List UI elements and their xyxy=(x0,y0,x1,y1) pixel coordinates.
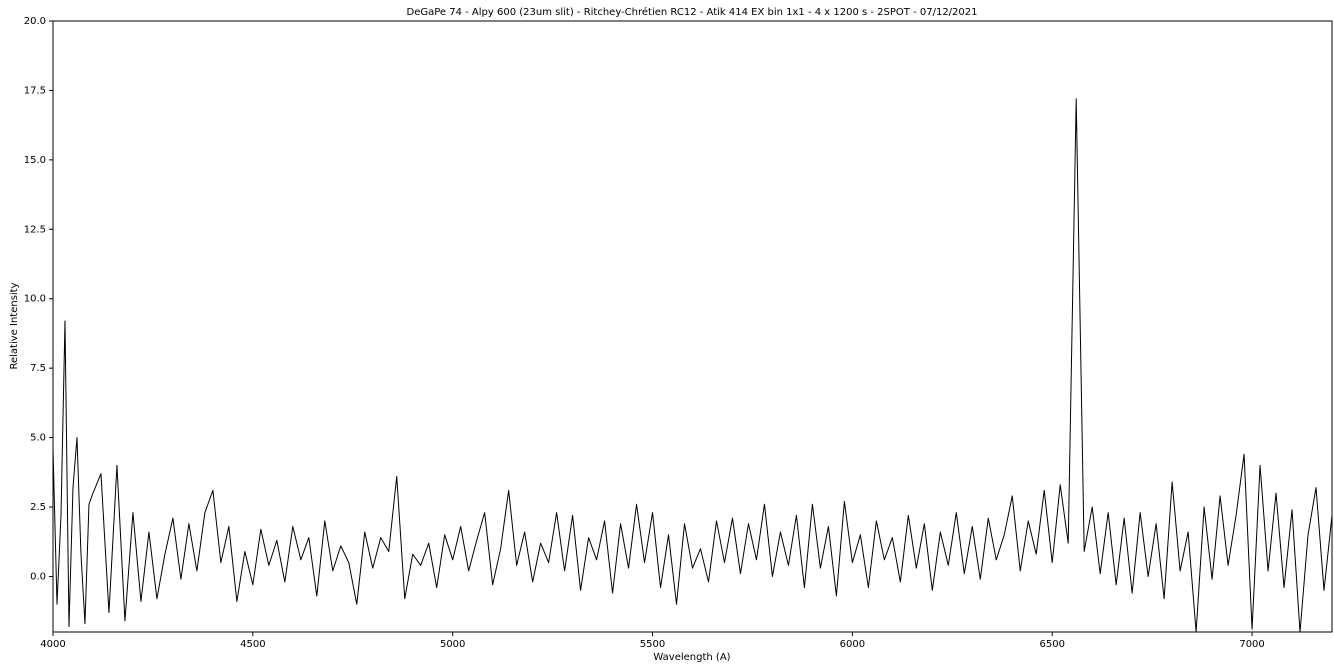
y-tick-label: 10.0 xyxy=(24,294,46,305)
chart-title: DeGaPe 74 - Alpy 600 (23um slit) - Ritch… xyxy=(407,6,978,18)
x-axis-label: Wavelength (A) xyxy=(653,652,730,663)
y-tick-label: 7.5 xyxy=(30,363,46,374)
x-tick-label: 7000 xyxy=(1239,639,1264,650)
x-tick-label: 6500 xyxy=(1039,639,1064,650)
y-axis-label: Relative Intensity xyxy=(9,282,20,369)
x-tick-label: 4000 xyxy=(40,639,65,650)
y-tick-label: 2.5 xyxy=(30,502,46,513)
y-tick-label: 12.5 xyxy=(24,224,46,235)
spectrum-line xyxy=(53,98,1332,632)
x-tick-label: 5000 xyxy=(440,639,465,650)
y-tick-label: 20.0 xyxy=(24,16,46,27)
x-tick-label: 6000 xyxy=(840,639,865,650)
x-tick-label: 4500 xyxy=(240,639,265,650)
y-tick-label: 5.0 xyxy=(30,433,46,444)
x-tick-label: 5500 xyxy=(640,639,665,650)
y-tick-label: 0.0 xyxy=(30,571,46,582)
y-tick-label: 15.0 xyxy=(24,155,46,166)
plot-frame xyxy=(52,20,1333,633)
y-tick-label: 17.5 xyxy=(24,85,46,96)
